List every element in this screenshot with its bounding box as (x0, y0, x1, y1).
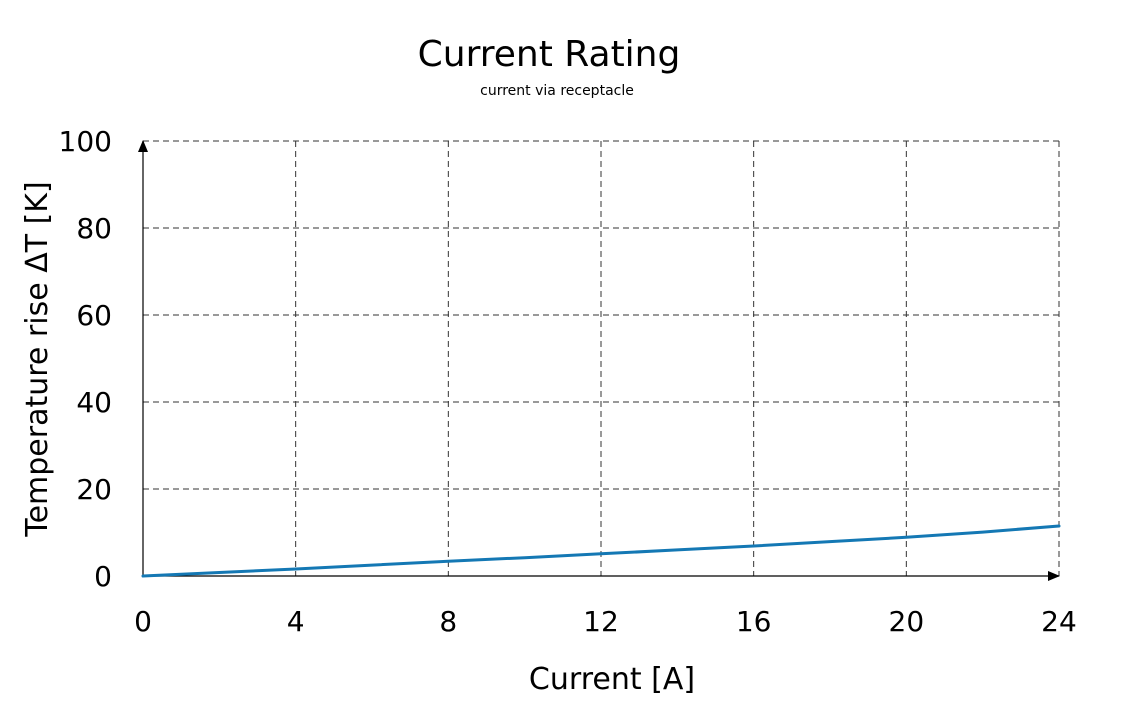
chart-title: Current Rating (418, 34, 681, 75)
x-tick-label-0: 0 (134, 605, 152, 638)
series-line-0 (141, 524, 1061, 578)
x-tick-label-4: 4 (287, 605, 305, 638)
y-tick-label-60: 60 (76, 299, 112, 332)
tick-labels: 0 4 8 12 16 20 24 0 20 40 60 80 100 (59, 125, 1077, 638)
y-tick-label-0: 0 (94, 560, 112, 593)
x-tick-label-20: 20 (889, 605, 925, 638)
x-axis-label: Current [A] (529, 662, 695, 697)
x-tick-label-12: 12 (583, 605, 619, 638)
y-tick-label-100: 100 (59, 125, 112, 158)
x-tick-label-8: 8 (439, 605, 457, 638)
axes (138, 140, 1060, 581)
x-tick-label-16: 16 (736, 605, 772, 638)
x-tick-label-24: 24 (1041, 605, 1077, 638)
chart-subtitle: current via receptacle (480, 83, 634, 99)
data-series (141, 524, 1061, 578)
y-tick-label-40: 40 (76, 386, 112, 419)
y-axis-label: Temperature rise ΔT [K] (20, 181, 55, 537)
grid-lines (143, 140, 1060, 576)
y-tick-label-80: 80 (76, 212, 112, 245)
y-tick-label-20: 20 (76, 473, 112, 506)
